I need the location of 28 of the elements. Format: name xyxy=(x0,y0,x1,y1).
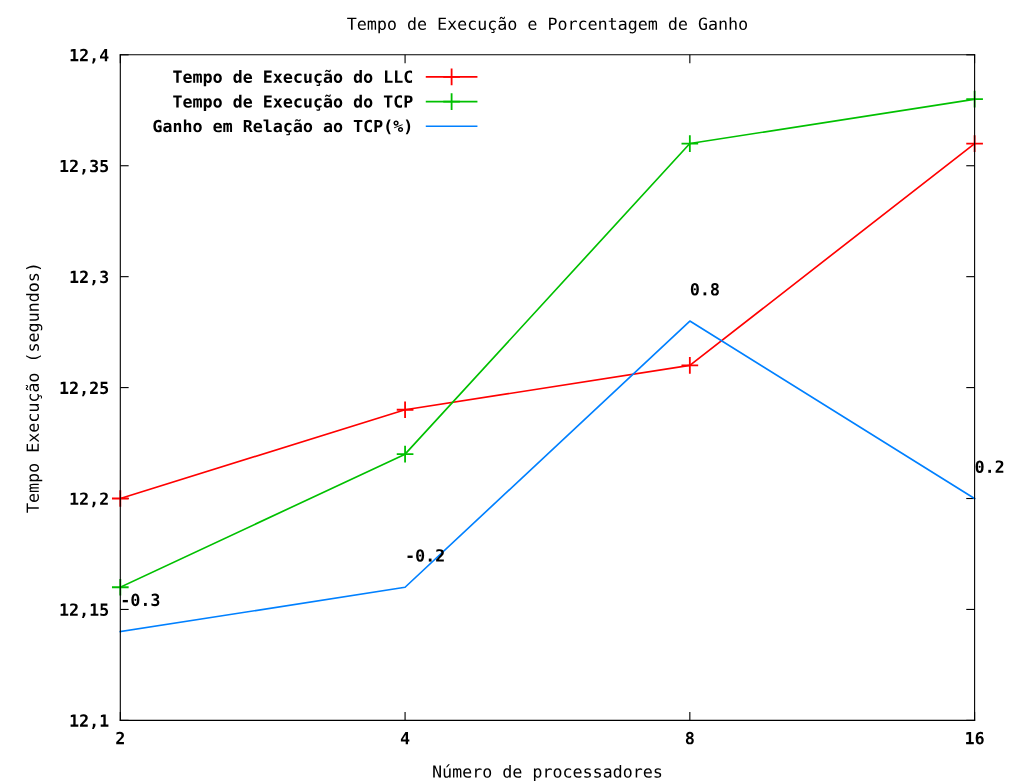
x-axis-title: Número de processadores xyxy=(433,764,662,782)
x-tick-label: 2 xyxy=(116,731,124,745)
chart-title: Tempo de Execução e Porcentagem de Ganho xyxy=(347,16,748,34)
y-tick-label: 12,25 xyxy=(60,381,109,397)
y-tick-label: 12,3 xyxy=(70,270,109,286)
point xyxy=(965,134,984,153)
x-tick-label: 4 xyxy=(400,731,410,745)
line-series xyxy=(119,320,976,633)
y-tick-label: 12,2 xyxy=(70,492,108,508)
y-tick-label: 12,1 xyxy=(70,714,109,730)
legend-label: Tempo de Execução do TCP xyxy=(173,94,413,111)
annotation: 0.8 xyxy=(690,282,719,296)
point xyxy=(111,489,130,508)
point xyxy=(395,400,415,420)
y-tick-label: 12,15 xyxy=(60,603,109,619)
annotation: -0.3 xyxy=(122,593,160,607)
point xyxy=(395,444,415,464)
y-axis-title: Tempo Execução (segundos) xyxy=(25,265,43,513)
legend-label: Tempo de Execução do LLC xyxy=(173,69,413,87)
point xyxy=(680,134,700,153)
x-tick-label: 8 xyxy=(685,731,694,745)
legend-label: Ganho em Relação ao TCP(%) xyxy=(153,119,411,136)
point xyxy=(965,89,984,109)
point xyxy=(680,356,700,375)
annotation: 0.2 xyxy=(975,460,1004,474)
x-tick-label: 16 xyxy=(966,731,984,745)
y-tick-label: 12,35 xyxy=(60,159,109,175)
y-tick-label: 12,4 xyxy=(70,48,109,64)
